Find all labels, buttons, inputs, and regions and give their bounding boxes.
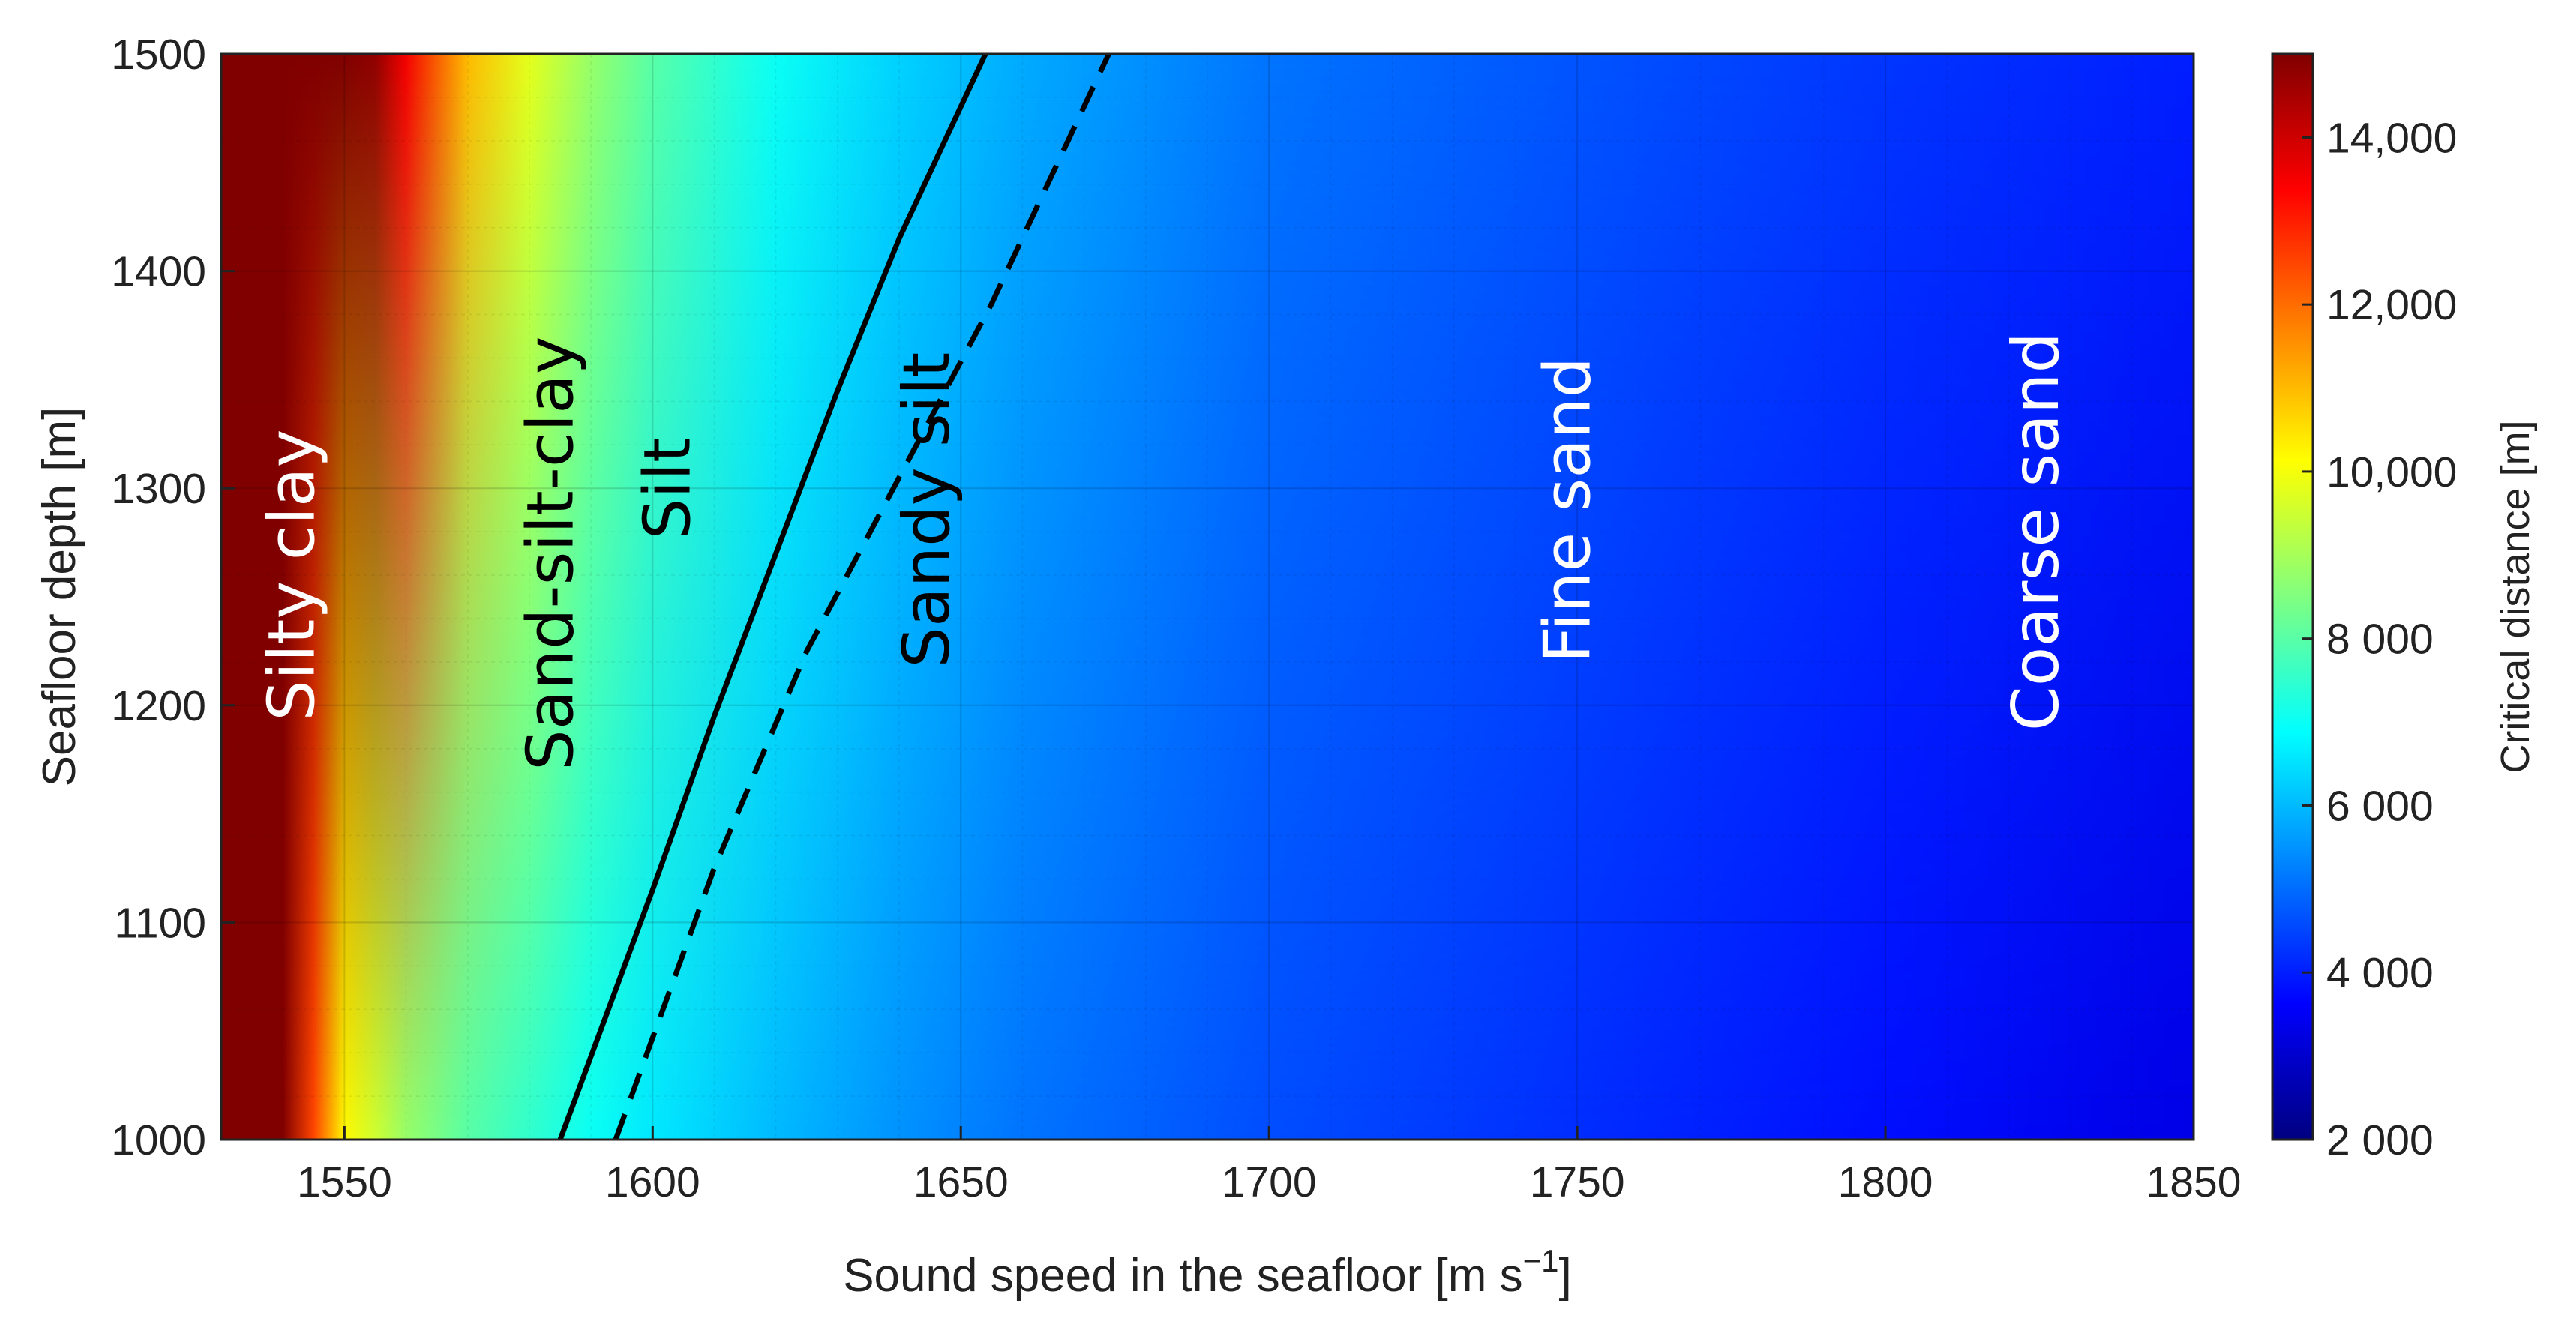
y-axis: 1000 1100 1200 1300 1400 1500	[111, 31, 235, 1164]
x-tick-label: 1800	[1838, 1158, 1933, 1206]
x-tick-label: 1550	[297, 1158, 392, 1206]
x-tick-label: 1750	[1530, 1158, 1625, 1206]
boundaries	[557, 54, 1111, 1140]
region-label: Sand-silt-clay	[513, 336, 588, 771]
region-label: Silt	[631, 437, 706, 539]
x-axis-label: Sound speed in the seafloor [m s−1]	[843, 1243, 1572, 1302]
x-tick-label: 1600	[605, 1158, 700, 1206]
colorbar-tick-label: 6 000	[2326, 782, 2434, 830]
heatmap-top-layer	[221, 54, 2194, 1140]
region-label: Silty clay	[254, 429, 329, 720]
annotations: Silty clay Sand-silt-clay Silt Sandy silt Fi…	[254, 332, 2074, 771]
y-tick-label: 1100	[114, 899, 206, 947]
colorbar-tick-label: 12,000	[2326, 281, 2457, 329]
colorbar-tick-label: 8 000	[2326, 616, 2434, 664]
region-label: Fine sand	[1531, 357, 1606, 663]
y-axis-label: Seafloor depth [m]	[34, 407, 85, 787]
x-tick-label: 1850	[2146, 1158, 2242, 1206]
x-tick-label: 1700	[1222, 1158, 1317, 1206]
y-tick-label: 1300	[111, 465, 206, 513]
region-label: Coarse sand	[1999, 332, 2074, 731]
colorbar-label: Critical distance [m]	[2493, 420, 2538, 773]
y-tick-label: 1400	[111, 248, 206, 296]
colorbar-tick-label: 2 000	[2326, 1116, 2434, 1164]
y-tick-label: 1500	[111, 31, 206, 79]
x-tick-label: 1650	[913, 1158, 1009, 1206]
colorbar-tick-label: 4 000	[2326, 949, 2434, 997]
y-tick-label: 1000	[111, 1116, 206, 1164]
y-tick-label: 1200	[111, 682, 206, 730]
region-label: Sandy silt	[889, 352, 964, 668]
solid-boundary-line	[557, 54, 988, 1140]
plot-area: Silty clay Sand-silt-clay Silt Sandy silt Fi…	[220, 52, 2195, 1141]
colorbar-ticks: 2 000 4 000 6 000 8 000 10,000 12,000 14,000	[2302, 114, 2457, 1164]
colorbar-bar	[2271, 52, 2314, 1141]
grid	[221, 54, 2194, 1140]
colorbar-tick-label: 14,000	[2326, 114, 2457, 162]
colorbar: 2 000 4 000 6 000 8 000 10,000 12,000 14,000 C…	[2271, 52, 2538, 1164]
plot-frame	[220, 52, 2195, 1141]
dashed-boundary-line	[613, 54, 1111, 1140]
colorbar-tick-label: 10,000	[2326, 448, 2457, 496]
x-axis-label-superscript: −1	[1523, 1243, 1559, 1278]
x-axis: 1550 1600 1650 1700 1750 1800 1850	[297, 1126, 2241, 1206]
